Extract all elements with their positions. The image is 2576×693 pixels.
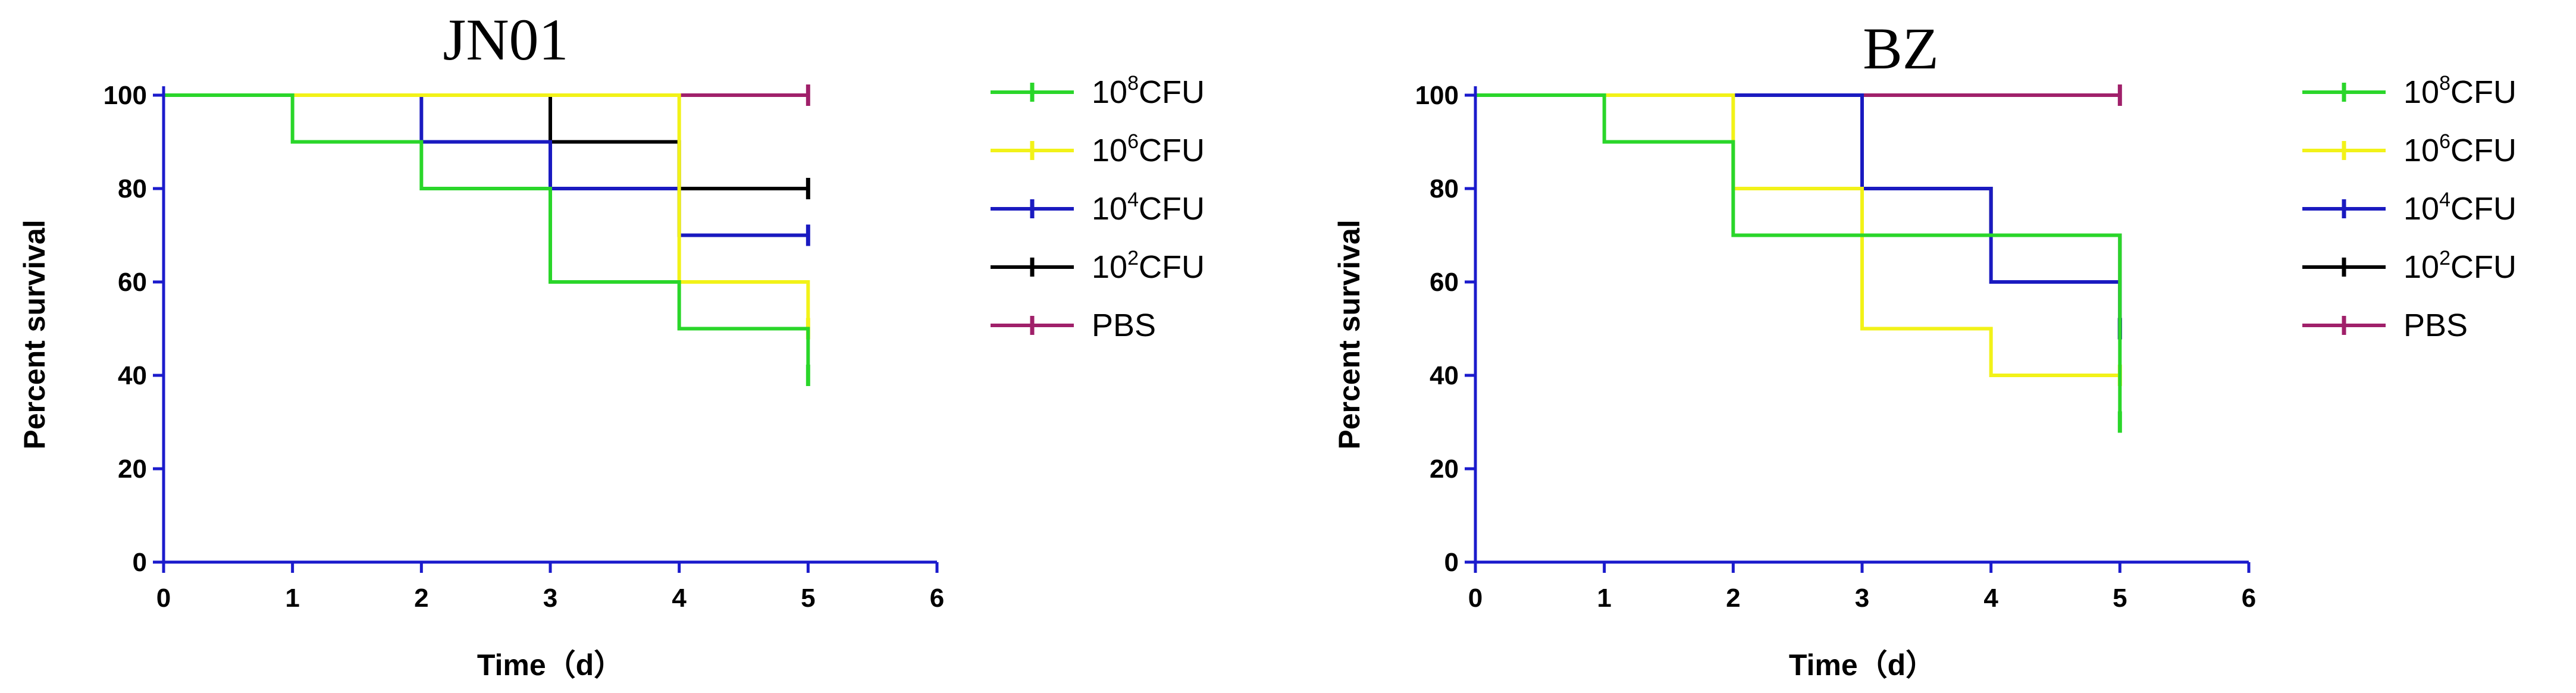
- y-tick-label: 60: [1430, 268, 1459, 297]
- x-tick-label: 3: [1855, 584, 1869, 613]
- y-axis-label: Percent survival: [18, 219, 51, 449]
- chart-panel-1: JN01 0 20 40 60 80 100 0 1 2 3 4 5 6 Time（d） Percent su…: [18, 7, 1205, 682]
- x-tick-label: 1: [285, 584, 299, 613]
- x-tick-label: 3: [543, 584, 557, 613]
- series-line-10e4: [164, 93, 808, 237]
- x-tick-label: 6: [930, 584, 944, 613]
- y-tick-label: 40: [118, 361, 147, 390]
- series-line-10e6: [164, 93, 810, 329]
- x-tick-label: 4: [1983, 584, 1998, 613]
- y-tick-label: 40: [1430, 361, 1459, 390]
- x-tick-label: 5: [801, 584, 815, 613]
- y-tick-label: 100: [1415, 81, 1459, 110]
- series-line-10e4: [1475, 93, 2122, 329]
- chart-title: BZ: [1863, 15, 1939, 81]
- legend-entry-10e8: 108CFU: [2403, 72, 2517, 110]
- y-tick-label: 20: [1430, 454, 1459, 484]
- y-tick-label: 80: [1430, 174, 1459, 203]
- legend-entry-10e6: 106CFU: [2403, 130, 2517, 168]
- legend-entry-10e2: 102CFU: [1092, 247, 1205, 285]
- series-line-10e8: [1475, 93, 2122, 422]
- x-tick-label: 1: [1597, 584, 1611, 613]
- chart-title: JN01: [443, 7, 568, 73]
- y-tick-label: 100: [104, 81, 147, 110]
- x-tick-label: 2: [1726, 584, 1740, 613]
- y-axis-label: Percent survival: [1333, 219, 1366, 449]
- legend-entry-PBS: PBS: [2403, 308, 2468, 343]
- x-tick-label: 0: [1468, 584, 1483, 613]
- legend-entry-10e4: 104CFU: [2403, 189, 2517, 227]
- x-tick-label: 4: [672, 584, 687, 613]
- y-tick-label: 0: [1444, 548, 1459, 577]
- y-tick-label: 20: [118, 454, 147, 484]
- x-tick-label: 6: [2242, 584, 2256, 613]
- x-axis-label: Time（d）: [477, 648, 623, 682]
- legend-entry-10e8: 108CFU: [1092, 72, 1205, 110]
- legend-entry-10e4: 104CFU: [1092, 189, 1205, 227]
- x-tick-label: 5: [2113, 584, 2127, 613]
- legend-entry-10e6: 106CFU: [1092, 130, 1205, 168]
- series-line-10e8: [164, 93, 810, 375]
- x-axis-label: Time（d）: [1789, 648, 1935, 682]
- series-line-10e6: [1475, 93, 2120, 377]
- legend-entry-10e2: 102CFU: [2403, 247, 2517, 285]
- chart-panel-2: BZ 0 20 40 60 80 100 0 1 2 3 4 5 6 Time（d） Percent surv…: [1333, 15, 2517, 682]
- y-tick-label: 80: [118, 174, 147, 203]
- legend-entry-PBS: PBS: [1092, 308, 1156, 343]
- x-tick-label: 0: [156, 584, 171, 613]
- x-tick-label: 2: [414, 584, 428, 613]
- y-tick-label: 60: [118, 268, 147, 297]
- y-tick-label: 0: [133, 548, 147, 577]
- series-line-10e2: [1475, 93, 2122, 329]
